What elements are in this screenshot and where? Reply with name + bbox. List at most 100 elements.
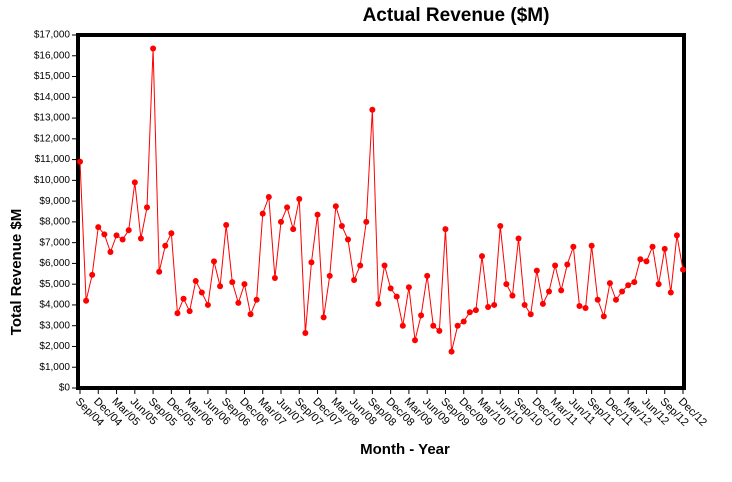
y-tick-label: $9,000 xyxy=(39,196,70,207)
data-point xyxy=(308,259,315,266)
y-tick-label: $8,000 xyxy=(39,217,70,228)
data-point xyxy=(369,106,376,113)
data-point xyxy=(253,296,260,303)
data-point xyxy=(430,322,437,329)
data-point xyxy=(606,280,613,287)
data-point xyxy=(186,308,193,315)
data-point xyxy=(448,348,455,355)
y-tick-label: $2,000 xyxy=(39,341,70,352)
data-point xyxy=(326,272,333,279)
data-point xyxy=(667,289,674,296)
data-point xyxy=(332,203,339,210)
plot-frame xyxy=(76,33,686,390)
data-point xyxy=(198,289,205,296)
data-point xyxy=(338,223,345,230)
data-point xyxy=(168,230,175,237)
data-point xyxy=(296,196,303,203)
data-point xyxy=(387,285,394,292)
data-point xyxy=(247,311,254,318)
data-point xyxy=(418,312,425,319)
data-point xyxy=(637,256,644,263)
data-point xyxy=(521,301,528,308)
data-point xyxy=(290,226,297,233)
data-point xyxy=(546,288,552,295)
data-point xyxy=(582,305,589,312)
y-tick-label: $11,000 xyxy=(35,154,71,165)
data-point xyxy=(150,45,157,52)
data-point xyxy=(381,262,388,269)
data-point xyxy=(643,258,650,265)
chart-title: Actual Revenue ($M) xyxy=(363,5,550,26)
data-point xyxy=(351,277,358,284)
data-point xyxy=(125,227,132,234)
data-point xyxy=(217,283,224,290)
y-tick-label: $3,000 xyxy=(39,320,70,331)
y-tick-label: $13,000 xyxy=(34,113,71,124)
data-point xyxy=(320,314,327,321)
data-point xyxy=(265,193,272,200)
data-point xyxy=(661,245,668,252)
data-point xyxy=(619,288,626,295)
data-point xyxy=(357,262,364,269)
data-point xyxy=(223,221,230,228)
data-point xyxy=(491,301,498,308)
y-tick-label: $15,000 xyxy=(34,71,71,82)
data-point xyxy=(211,258,217,265)
y-tick-label: $5,000 xyxy=(39,279,70,290)
data-point xyxy=(95,224,102,231)
data-point xyxy=(515,235,522,242)
data-point xyxy=(137,235,144,242)
data-point xyxy=(460,318,467,325)
data-point xyxy=(302,329,309,336)
data-point xyxy=(192,278,199,285)
data-point xyxy=(156,268,163,275)
data-point xyxy=(436,327,443,334)
data-point xyxy=(375,300,382,307)
data-point xyxy=(174,310,181,317)
data-point xyxy=(570,243,577,250)
x-axis-label: Month - Year xyxy=(360,441,450,458)
data-point xyxy=(405,284,412,291)
data-point xyxy=(119,236,126,243)
data-point xyxy=(558,287,565,294)
series-line xyxy=(79,48,684,352)
data-point xyxy=(180,295,187,302)
data-point xyxy=(101,231,108,238)
data-point xyxy=(588,242,595,249)
data-point xyxy=(144,204,150,211)
data-point xyxy=(655,281,662,288)
data-point xyxy=(673,232,680,239)
data-point xyxy=(594,296,601,303)
data-point xyxy=(229,279,236,286)
data-point xyxy=(533,267,540,274)
data-point xyxy=(503,281,510,288)
data-point xyxy=(631,279,638,286)
data-point xyxy=(472,307,479,314)
y-tick-label: $10,000 xyxy=(34,175,71,186)
data-point xyxy=(345,236,351,243)
data-point xyxy=(314,211,321,218)
data-point xyxy=(399,322,406,329)
data-point xyxy=(393,293,400,300)
y-axis-label: Total Revenue $M xyxy=(8,209,25,335)
data-point xyxy=(131,179,138,186)
data-point xyxy=(649,243,656,250)
data-point xyxy=(509,292,516,299)
y-tick-label: $4,000 xyxy=(39,300,70,311)
data-point xyxy=(271,274,278,281)
data-point xyxy=(162,242,169,249)
data-point xyxy=(539,300,546,307)
data-point xyxy=(564,261,571,268)
data-point xyxy=(204,301,211,308)
data-point xyxy=(442,226,449,233)
data-point xyxy=(89,271,96,278)
data-point xyxy=(497,223,504,230)
data-point xyxy=(479,253,485,260)
data-point xyxy=(600,313,607,320)
data-point xyxy=(552,262,559,269)
y-tick-label: $16,000 xyxy=(34,50,71,61)
data-point xyxy=(113,232,120,239)
data-point xyxy=(485,304,492,311)
y-tick-label: $7,000 xyxy=(39,237,70,248)
